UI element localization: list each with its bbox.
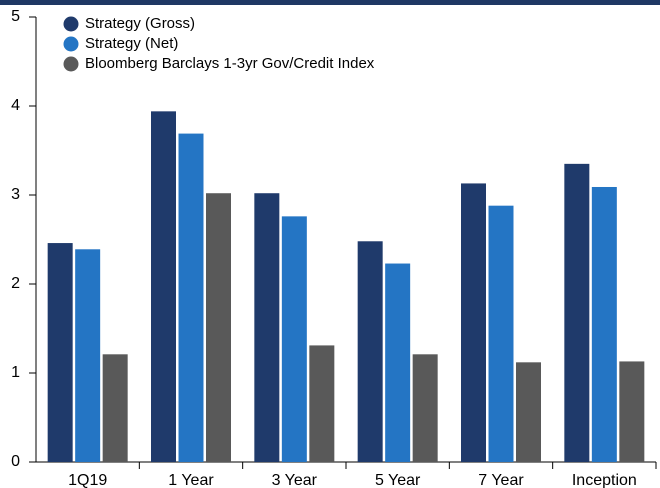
x-tick-label: 1Q19 (68, 472, 107, 488)
legend-label: Strategy (Gross) (85, 15, 195, 32)
bar-index (309, 345, 335, 462)
bar-index (619, 361, 645, 462)
bar-net (281, 216, 307, 462)
legend-marker (63, 36, 79, 52)
bar-gross (461, 183, 486, 462)
y-tick-label: 3 (11, 186, 20, 203)
bar-gross (564, 163, 590, 462)
bar-net (591, 186, 617, 463)
legend-label: Strategy (Net) (85, 35, 178, 52)
legend-marker (63, 16, 79, 32)
y-axis-ticks: 0 1 2 3 4 5 (11, 8, 36, 470)
bar-index (412, 354, 438, 462)
bar-net (178, 133, 204, 462)
y-tick-label: 0 (11, 453, 20, 470)
bar-gross (254, 193, 280, 462)
bar-group (47, 111, 645, 463)
x-tick-label: 7 Year (478, 472, 524, 488)
y-tick-label: 5 (11, 8, 20, 25)
top-accent-band (0, 0, 660, 5)
x-axis-ticks: 1Q19 1 Year 3 Year 5 Year 7 Year Inception (68, 462, 657, 488)
x-tick-label: Inception (572, 472, 637, 488)
y-tick-label: 1 (11, 364, 20, 381)
bar-net (385, 263, 411, 462)
bar-index (516, 362, 541, 462)
bar-index (102, 354, 128, 462)
bar-index (206, 193, 231, 462)
bar-net (488, 205, 514, 462)
legend-label: Bloomberg Barclays 1-3yr Gov/Credit Inde… (85, 55, 375, 72)
bar-gross (357, 241, 383, 462)
y-tick-label: 4 (11, 97, 20, 114)
bar-gross (47, 243, 73, 462)
y-tick-label: 2 (11, 275, 20, 292)
x-tick-label: 3 Year (272, 472, 318, 488)
legend: Strategy (Gross) Strategy (Net) Bloomberg … (63, 15, 375, 72)
bar-net (75, 249, 101, 462)
x-tick-label: 1 Year (168, 472, 214, 488)
bar-gross (151, 111, 176, 462)
legend-marker (63, 56, 79, 72)
x-tick-label: 5 Year (375, 472, 421, 488)
